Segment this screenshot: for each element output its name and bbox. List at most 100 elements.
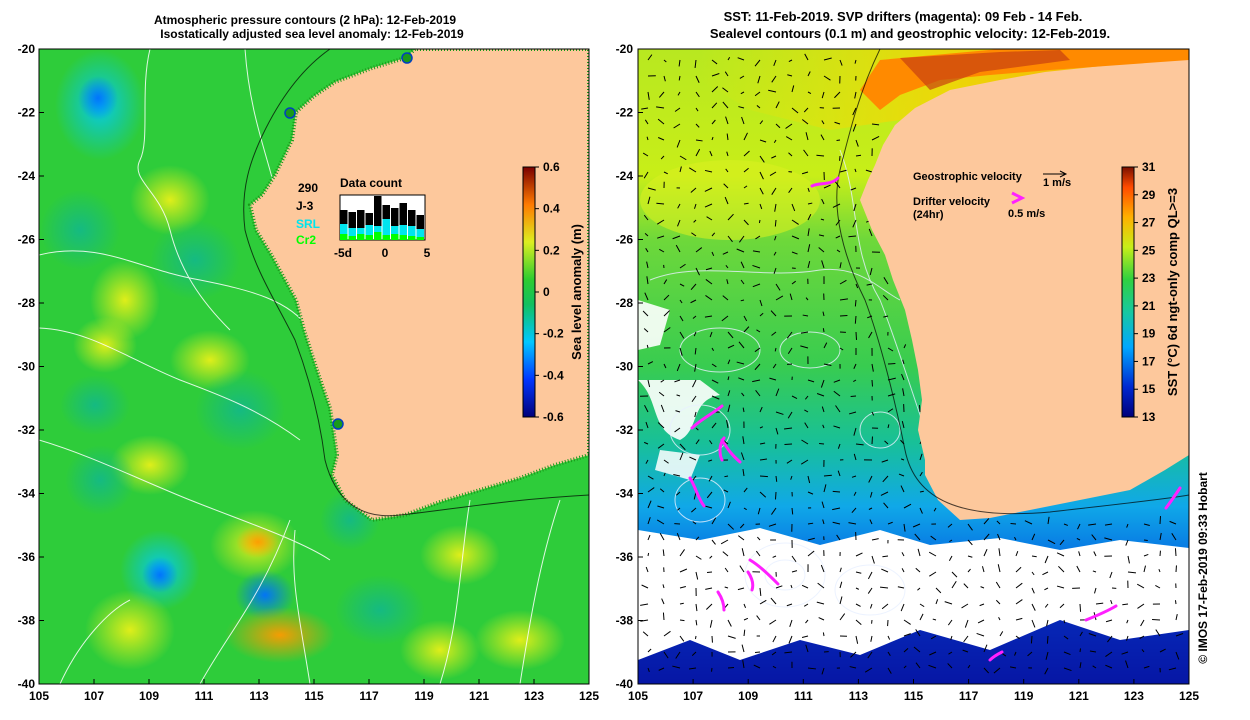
data-count-xtick: 0 xyxy=(382,246,389,260)
drifter-legend-label-2: (24hr) xyxy=(913,209,944,221)
colorbar-tick-label: 23 xyxy=(1142,271,1156,285)
drifter-track[interactable] xyxy=(1084,604,1118,622)
lat-tick-label: -28 xyxy=(18,296,36,310)
histogram-bar xyxy=(374,196,382,226)
histogram-bar xyxy=(365,213,373,225)
right-map-area: Geostrophic velocity 1 m/s Drifter veloc… xyxy=(638,49,1189,684)
lat-tick-label: -22 xyxy=(616,106,634,120)
mission-label-srl: SRL xyxy=(296,217,320,231)
histogram-bar xyxy=(399,225,407,235)
lat-tick-label: -36 xyxy=(18,550,36,564)
drifter-tracks xyxy=(688,176,1182,662)
lat-tick-label: -34 xyxy=(616,487,634,501)
lon-tick-label: 109 xyxy=(139,689,159,703)
lon-tick-label: 121 xyxy=(469,689,489,703)
lat-tick-label: -24 xyxy=(18,169,36,183)
histogram-bar xyxy=(365,225,373,235)
histogram-bar xyxy=(408,236,416,240)
colorbar-tick-label: 0.2 xyxy=(543,243,560,257)
lat-tick-label: -30 xyxy=(616,360,634,374)
lat-tick-label: -40 xyxy=(616,677,634,691)
histogram-bar xyxy=(391,234,399,240)
lon-tick-label: 119 xyxy=(414,689,434,703)
australia-land-left xyxy=(247,49,589,523)
velocity-legend: Geostrophic velocity 1 m/s Drifter veloc… xyxy=(913,170,1071,221)
colorbar-tick-label: 21 xyxy=(1142,299,1156,313)
left-title-line2: Isostatically adjusted sea level anomaly… xyxy=(160,27,464,41)
histogram-bar xyxy=(374,226,382,232)
drifter-track[interactable] xyxy=(718,436,742,464)
sst-colorbar: 31 29 27 25 23 21 19 17 15 13 SST (°C) 6d ngt-onl… xyxy=(1121,160,1180,424)
colorbar-tick-label: 19 xyxy=(1142,327,1156,341)
data-count-histogram xyxy=(339,194,426,241)
drifter-track[interactable] xyxy=(690,404,724,430)
lat-tick-label: -24 xyxy=(616,169,634,183)
drifter-legend-label: Drifter velocity xyxy=(913,196,991,208)
tide-gauge-marker[interactable] xyxy=(332,418,344,430)
drifter-track[interactable] xyxy=(746,558,780,592)
lat-tick-label: -32 xyxy=(18,423,36,437)
histogram-bar xyxy=(348,236,356,240)
histogram-bar xyxy=(408,226,416,236)
left-title-line1: Atmospheric pressure contours (2 hPa): 1… xyxy=(154,13,456,27)
drifter-track[interactable] xyxy=(1164,486,1182,510)
colorbar-tick-label: -0.2 xyxy=(543,327,564,341)
histogram-bar xyxy=(416,215,424,229)
colorbar-tick-label: 0.6 xyxy=(543,160,560,174)
histogram-bar xyxy=(416,237,424,240)
histogram-bar xyxy=(348,228,356,236)
lon-tick-label: 109 xyxy=(738,689,758,703)
histogram-bar xyxy=(357,210,365,228)
lat-tick-label: -36 xyxy=(616,550,634,564)
histogram-bar xyxy=(399,203,407,225)
lon-tick-label: 117 xyxy=(959,689,979,703)
drifter-track[interactable] xyxy=(716,590,726,612)
histogram-bar xyxy=(391,208,399,226)
histogram-bar xyxy=(348,212,356,228)
histogram-bar xyxy=(408,210,416,226)
lat-tick-label: -22 xyxy=(18,106,36,120)
lat-tick-label: -38 xyxy=(18,614,36,628)
drifter-legend-scale: 0.5 m/s xyxy=(1008,208,1045,220)
lon-tick-label: 111 xyxy=(794,689,813,703)
lon-tick-label: 121 xyxy=(1069,689,1089,703)
colorbar-tick-label: -0.4 xyxy=(543,368,564,382)
lat-tick-label: -20 xyxy=(18,42,36,56)
right-title-line2: Sealevel contours (0.1 m) and geostrophi… xyxy=(710,26,1110,41)
colorbar-tick-label: 15 xyxy=(1142,382,1156,396)
colorbar-tick-label: -0.6 xyxy=(543,410,564,424)
lat-tick-label: -30 xyxy=(18,360,36,374)
histogram-bar xyxy=(399,235,407,240)
drifter-track[interactable] xyxy=(810,176,840,188)
lon-tick-label: 105 xyxy=(29,689,49,703)
right-title-line1: SST: 11-Feb-2019. SVP drifters (magenta)… xyxy=(724,9,1083,24)
tide-gauge-marker[interactable] xyxy=(284,107,296,119)
data-count-inset: 290 Data count J-3 SRL Cr2 -5d 0 5 xyxy=(296,176,431,260)
geostrophic-legend-label: Geostrophic velocity xyxy=(913,171,1023,183)
lat-tick-label: -20 xyxy=(616,42,634,56)
lon-tick-label: 115 xyxy=(304,689,324,703)
lat-tick-label: -26 xyxy=(616,233,634,247)
lon-tick-label: 107 xyxy=(683,689,703,703)
lon-tick-label: 125 xyxy=(1179,689,1199,703)
imos-credit: © IMOS 17-Feb-2019 09:33 Hobart xyxy=(1196,472,1210,664)
histogram-bar xyxy=(374,232,382,240)
mission-label-j3: J-3 xyxy=(296,199,314,213)
histogram-bar xyxy=(357,234,365,240)
australia-land-right xyxy=(860,49,1189,520)
data-count-xtick: -5d xyxy=(334,246,352,260)
lat-tick-label: -38 xyxy=(616,614,634,628)
colorbar-tick-label: 27 xyxy=(1142,216,1156,230)
lat-tick-label: -40 xyxy=(18,677,36,691)
data-count-title: Data count xyxy=(340,176,402,190)
colorbar-tick-label: 0.4 xyxy=(543,202,560,216)
drifter-track[interactable] xyxy=(688,476,706,508)
geostrophic-legend-scale: 1 m/s xyxy=(1043,177,1071,189)
histogram-bar xyxy=(391,226,399,234)
colorbar-tick-label: 29 xyxy=(1142,188,1156,202)
colorbar-tick-label: 25 xyxy=(1142,243,1156,257)
drifter-track[interactable] xyxy=(988,650,1004,662)
colorbar-tick-label: 0 xyxy=(543,285,550,299)
tide-gauge-marker[interactable] xyxy=(401,52,413,64)
